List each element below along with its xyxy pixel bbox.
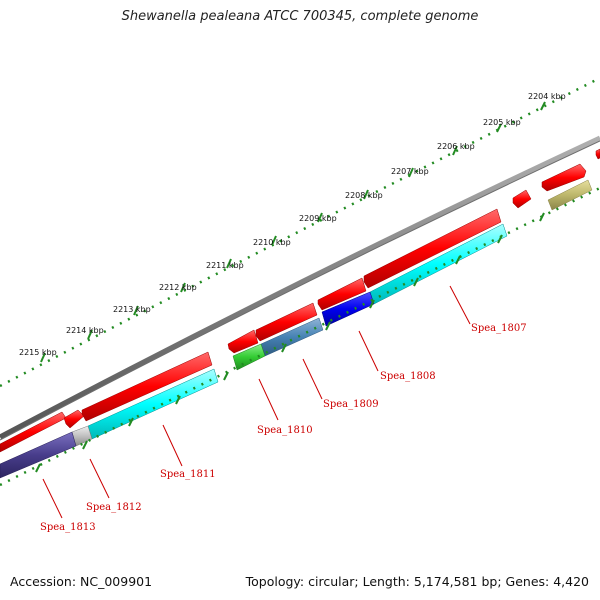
genome-backbone	[0, 135, 600, 440]
leader-line	[302, 358, 323, 400]
scale-label: 2207 kbp	[391, 167, 429, 176]
scale-tick	[82, 440, 88, 450]
cds-arrow	[81, 351, 213, 422]
gene-label-spea-1810: Spea_1810	[257, 425, 313, 436]
cds-arrow	[541, 163, 587, 192]
scale-label: 2205 kbp	[483, 118, 521, 127]
cds-arrow	[227, 329, 259, 354]
scale-tick	[452, 145, 458, 156]
scale-tick	[281, 343, 287, 353]
leader-line	[162, 424, 183, 467]
forward-strand-cds	[0, 148, 600, 453]
cds-arrow	[255, 302, 318, 342]
scale-tick	[180, 282, 186, 293]
leader-line	[42, 478, 63, 519]
scale-tick	[271, 235, 277, 246]
scale-label: 2208 kbp	[345, 191, 383, 200]
genome-backbone-shadow	[0, 140, 600, 441]
gene-label-spea-1813: Spea_1813	[40, 522, 96, 533]
leader-line	[258, 378, 279, 421]
scale-label: 2204 kbp	[528, 92, 566, 101]
gene-labels: Spea_1807 Spea_1808 Spea_1809 Spea_1810 …	[40, 323, 527, 533]
gene-leaders	[42, 285, 471, 519]
gene-label-spea-1812: Spea_1812	[86, 502, 142, 513]
topology-text: Topology: circular; Length: 5,174,581 bp…	[245, 574, 589, 589]
cds-arrow	[595, 148, 600, 160]
scale-tick	[369, 299, 375, 309]
map-title: Shewanella pealeana ATCC 700345, complet…	[121, 9, 479, 24]
scale-tick	[497, 234, 503, 244]
gene-spea-1810-block	[232, 343, 266, 371]
gene-spea-1808-block	[321, 291, 375, 327]
gene-label-spea-1811: Spea_1811	[160, 469, 216, 480]
scale-tick	[40, 352, 46, 363]
scale-label: 2210 kbp	[253, 238, 291, 247]
gene-label-spea-1807: Spea_1807	[471, 323, 527, 334]
scale-tick	[408, 167, 414, 178]
scale-tick	[128, 417, 134, 427]
scale-label: 2212 kbp	[159, 283, 197, 292]
scale-tick	[175, 395, 181, 405]
gene-label-spea-1809: Spea_1809	[323, 399, 379, 410]
inner-scale-ticks	[35, 212, 545, 473]
scale-tick	[455, 255, 461, 265]
scale-label: 2215 kbp	[19, 348, 57, 357]
cds-arrow	[63, 409, 85, 429]
accession-text: Accession: NC_009901	[10, 574, 153, 589]
cds-arrow	[363, 208, 502, 289]
scale-label: 2209 kbp	[299, 214, 337, 223]
scale-tick	[496, 123, 502, 133]
leader-line	[358, 330, 379, 372]
scale-tick	[363, 189, 369, 200]
cds-arrow	[317, 277, 367, 311]
outer-scale	[0, 76, 600, 388]
scale-label: 2213 kbp	[113, 305, 151, 314]
scale-tick	[35, 463, 41, 473]
scale-labels: 2204 kbp 2205 kbp 2206 kbp 2207 kbp 2208…	[19, 92, 566, 357]
cds-arrow	[512, 189, 532, 209]
gene-spea-1813-block	[0, 431, 77, 479]
scale-tick	[133, 305, 139, 316]
gene-label-spea-1808: Spea_1808	[380, 371, 436, 382]
scale-label: 2214 kbp	[66, 326, 104, 335]
scale-tick	[317, 212, 323, 223]
leader-line	[449, 285, 471, 325]
inner-scale	[0, 186, 600, 487]
scale-tick	[226, 258, 232, 269]
scale-label: 2206 kbp	[437, 142, 475, 151]
scale-label: 2211 kbp	[206, 261, 244, 270]
outer-scale-ticks	[40, 101, 546, 363]
gene-khaki-block	[547, 179, 593, 211]
scale-tick	[413, 277, 419, 287]
scale-tick	[223, 371, 229, 381]
leader-line	[89, 458, 110, 499]
cds-arrow	[0, 411, 67, 453]
scale-tick	[325, 321, 331, 331]
scale-tick	[540, 101, 546, 111]
scale-tick	[539, 212, 545, 222]
scale-tick	[87, 329, 93, 340]
